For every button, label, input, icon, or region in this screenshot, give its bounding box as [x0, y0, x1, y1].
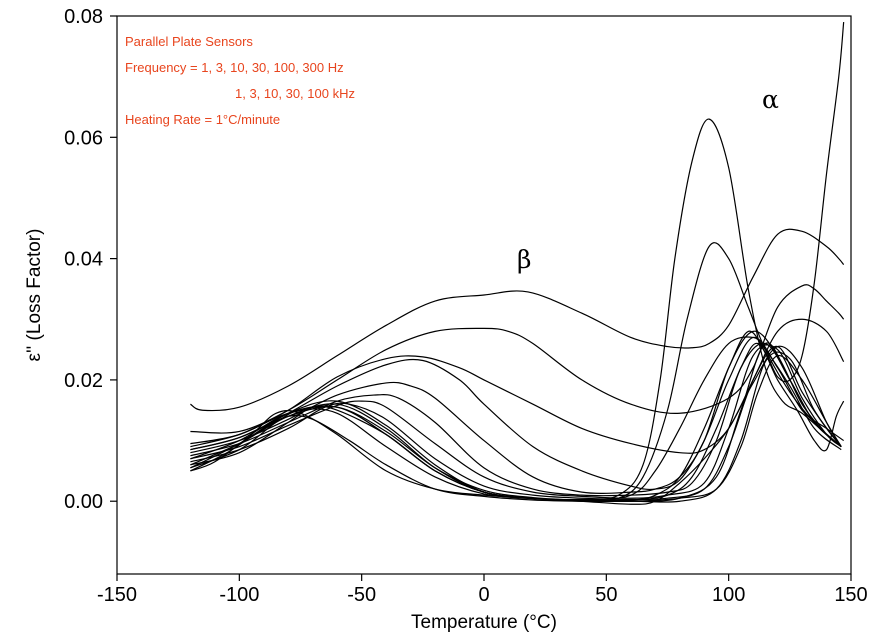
beta-peak-label: β	[517, 245, 531, 274]
x-tick-label: 0	[478, 584, 489, 606]
series-line-14	[190, 242, 842, 502]
y-tick-label: 0.08	[64, 6, 103, 28]
y-tick-label: 0.04	[64, 249, 103, 271]
annotation-heating-rate: Heating Rate = 1°C/minute	[125, 112, 280, 127]
series-line-1	[190, 228, 845, 412]
series-line-13	[190, 118, 842, 501]
annotation-frequency-khz: 1, 3, 10, 30, 100 kHz	[235, 86, 355, 101]
x-tick-label: -150	[97, 584, 137, 606]
y-axis-title: ε'' (Loss Factor)	[24, 229, 45, 362]
x-tick-label: 50	[595, 584, 617, 606]
series-line-10	[190, 351, 842, 503]
series-line-7	[190, 344, 842, 499]
series-line-17	[190, 342, 845, 502]
alpha-peak-label: α	[762, 85, 779, 114]
series-line-12	[190, 345, 842, 505]
y-tick-label: 0.02	[64, 370, 103, 392]
series-line-16	[190, 22, 845, 502]
series-line-3	[190, 318, 845, 454]
x-axis-ticks: -150 -100 -50 0 50 100 150	[97, 574, 868, 606]
series-layer	[190, 22, 845, 505]
annotation-block: Parallel Plate Sensors Frequency = 1, 3,…	[125, 34, 355, 127]
x-tick-label: -50	[347, 584, 376, 606]
y-tick-label: 0.06	[64, 127, 103, 149]
x-axis-title: Temperature (°C)	[411, 612, 557, 633]
x-tick-label: 150	[834, 584, 867, 606]
x-tick-label: -100	[219, 584, 259, 606]
y-axis-ticks: 0.00 0.02 0.04 0.06 0.08	[64, 6, 117, 513]
y-tick-label: 0.00	[64, 491, 103, 513]
annotation-frequency: Frequency = 1, 3, 10, 30, 100, 300 Hz	[125, 60, 344, 75]
series-line-9	[190, 342, 842, 502]
series-line-5	[190, 330, 842, 494]
x-tick-label: 100	[712, 584, 745, 606]
annotation-sensors: Parallel Plate Sensors	[125, 34, 253, 49]
